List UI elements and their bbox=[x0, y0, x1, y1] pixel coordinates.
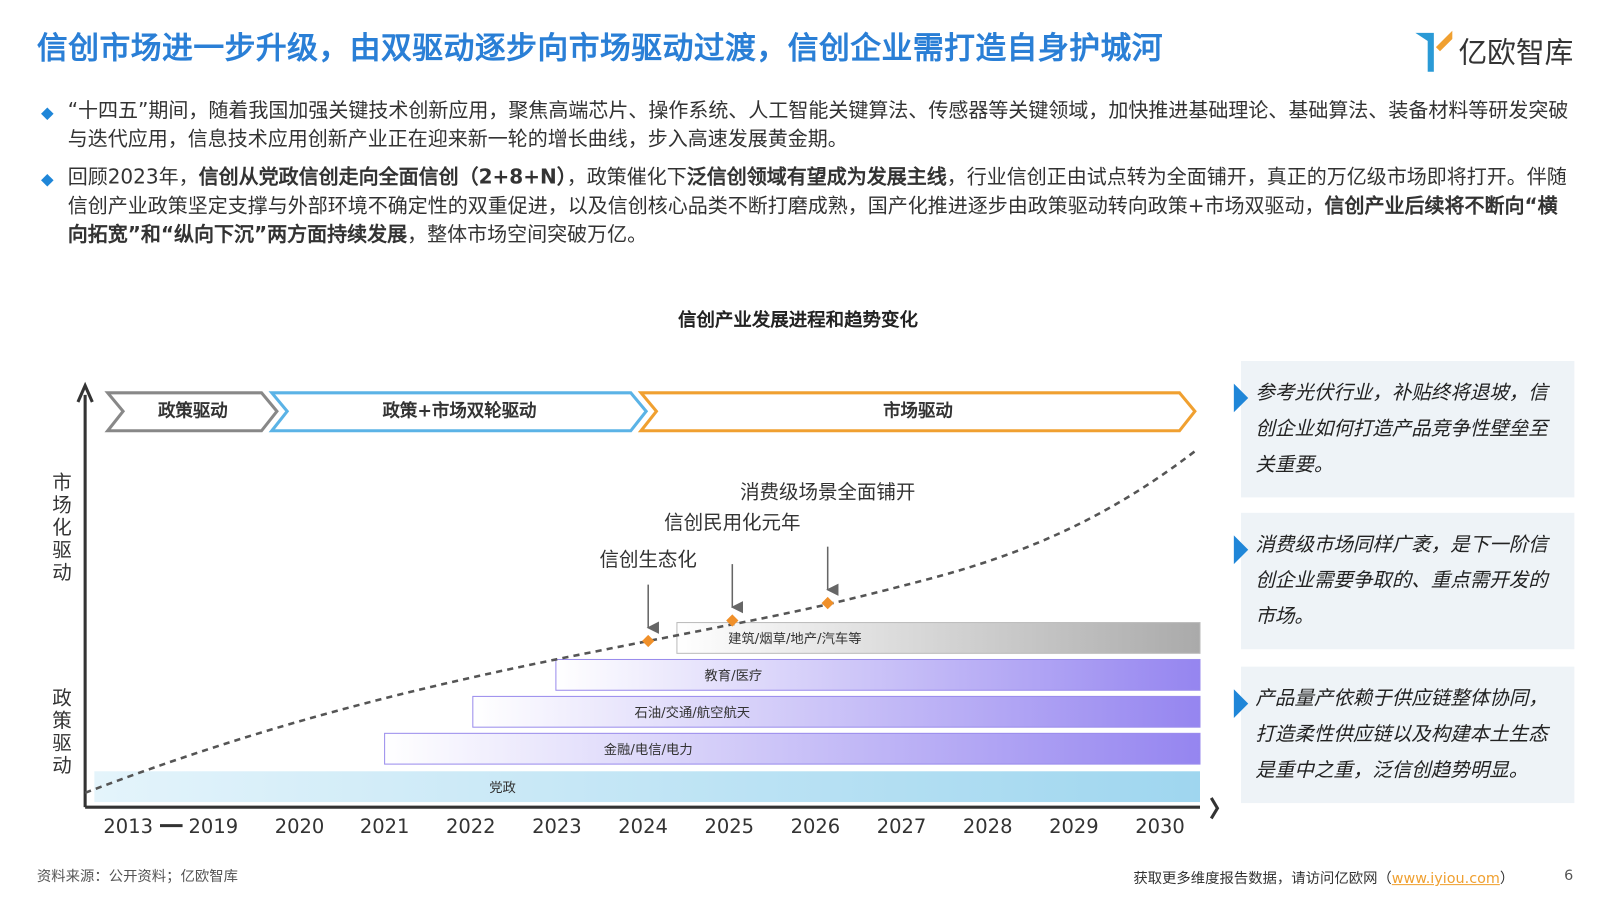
trend-curve bbox=[84, 450, 1196, 795]
y-axis-label: 市场化驱动 bbox=[49, 471, 72, 585]
x-label: 2028 bbox=[963, 815, 1013, 838]
diagram-title: 信创产业发展进程和趋势变化 bbox=[678, 309, 918, 331]
text-segment: 信创产业后续将不断向“横向拓宽”和“纵向下沉”两方面持续发展 bbox=[67, 193, 1558, 247]
y-axis-arrow bbox=[76, 381, 94, 403]
sector-label: 党政 bbox=[489, 780, 516, 796]
bullet-marker: ◆ bbox=[41, 169, 54, 189]
sector-bar bbox=[555, 658, 1201, 691]
sector-bar bbox=[676, 622, 1201, 654]
page-number: 6 bbox=[1564, 867, 1574, 885]
note-text: 消费级市场同样广袤，是下一阶信创企业需要争取的、重点需开发的市场。 bbox=[1255, 533, 1548, 628]
text-segment: ，政策催化下 bbox=[566, 165, 687, 189]
phase-arrow bbox=[104, 391, 279, 433]
logo-icon bbox=[1415, 30, 1453, 72]
note: 消费级市场同样广袤，是下一阶信创企业需要争取的、重点需开发的市场。 bbox=[1233, 512, 1575, 650]
bullet: ◆ 回顾2023年，信创从党政信创走向全面信创（2+8+N），政策催化下泛信创领域… bbox=[41, 163, 1574, 249]
note-text: 参考光伏行业，补贴终将退坡，信创企业如何打造产品竞争性壁垒至关重要。 bbox=[1255, 381, 1548, 476]
x-labels: 2013 2019 2020 2021 2022 2023 2024 2025 2026 2027… bbox=[103, 815, 1184, 838]
phase-label: 政策驱动 bbox=[158, 400, 228, 421]
logo-text: 亿欧智库 bbox=[1458, 35, 1574, 70]
x-label: 2026 bbox=[791, 815, 841, 838]
x-label: 2025 bbox=[704, 815, 754, 838]
sector-label: 建筑/烟草/地产/汽车等 bbox=[728, 630, 861, 647]
note-marker bbox=[1233, 535, 1249, 565]
x-label: 2021 bbox=[360, 815, 410, 838]
text-segment: ，整体市场空间突破万亿。 bbox=[407, 222, 648, 247]
milestone-label: 信创生态化 bbox=[600, 548, 697, 571]
note-marker bbox=[1233, 383, 1249, 413]
x-label: 2020 bbox=[275, 815, 325, 838]
note: 参考光伏行业，补贴终将退坡，信创企业如何打造产品竞争性壁垒至关重要。 bbox=[1233, 361, 1575, 498]
bullet-marker: ◆ bbox=[41, 102, 54, 123]
visit-text: 获取更多维度报告数据，请访问亿欧网（ bbox=[1133, 870, 1392, 888]
x-label: 2030 bbox=[1135, 815, 1185, 838]
text-segment: “十四五”期间，随着我国加强关键技术创新应用，聚焦高端芯片、操作系统、人工智能关… bbox=[67, 98, 1569, 151]
sector-bar bbox=[384, 732, 1201, 765]
phase-arrow bbox=[268, 391, 649, 433]
bullet: ◆ “十四五”期间，随着我国加强关键技术创新应用，聚焦高端芯片、操作系统、人工智能… bbox=[41, 96, 1574, 153]
milestone-label: 信创民用化元年 bbox=[664, 511, 800, 534]
text-segment: ，行业信创正由试点转为全面铺开，真正的万亿级市场即将打开。伴随信创产业政策坚定支… bbox=[67, 165, 1567, 218]
visit-note: 获取更多维度报告数据，请访问亿欧网（www.iyiou.com） bbox=[1133, 868, 1514, 889]
sector-label: 教育/医疗 bbox=[704, 668, 762, 684]
visit-text: ） bbox=[1499, 870, 1515, 888]
phase-label: 市场驱动 bbox=[883, 400, 953, 421]
text-segment: 回顾2023年， bbox=[67, 165, 199, 189]
sector-bar bbox=[472, 695, 1201, 728]
text-segment: 信创从党政信创走向全面信创（2+8+N） bbox=[198, 165, 567, 189]
milestone-dot bbox=[821, 596, 834, 610]
sector-bar bbox=[94, 771, 1200, 803]
y-axis-label: 政策驱动 bbox=[49, 687, 72, 778]
text-segment: 泛信创领域有望成为发展主线 bbox=[686, 165, 947, 189]
sector-label: 金融/电信/电力 bbox=[604, 742, 693, 758]
source: 资料来源：公开资料；亿欧智库 bbox=[36, 868, 238, 886]
phase-label: 政策+市场双轮驱动 bbox=[382, 400, 536, 421]
note-text: 产品量产依赖于供应链整体协同，打造柔性供应链以及构建本土生态是重中之重，泛信创趋… bbox=[1255, 687, 1548, 782]
x-axis-arrow bbox=[1209, 797, 1220, 820]
bullet-text: 回顾2023年，信创从党政信创走向全面信创（2+8+N），政策催化下泛信创领域有… bbox=[68, 165, 1567, 246]
milestone-label: 消费级场景全面铺开 bbox=[740, 480, 915, 503]
milestone-dot bbox=[642, 634, 655, 648]
x-label: 2022 bbox=[446, 815, 496, 838]
logo: 亿欧智库 bbox=[1413, 29, 1573, 74]
x-label: 2019 bbox=[189, 815, 239, 838]
x-label: 2029 bbox=[1049, 815, 1099, 838]
link[interactable]: www.iyiou.com bbox=[1391, 870, 1500, 888]
x-label: 2027 bbox=[877, 815, 927, 838]
x-label: 2013 bbox=[103, 815, 153, 838]
title: 信创市场进一步升级，由双驱动逐步向市场驱动过渡，信创企业需打造自身护城河 bbox=[36, 30, 1164, 67]
note: 产品量产依赖于供应链整体协同，打造柔性供应链以及构建本土生态是重中之重，泛信创趋… bbox=[1233, 666, 1575, 804]
x-label: 2024 bbox=[618, 815, 668, 838]
bullet-text: “十四五”期间，随着我国加强关键技术创新应用，聚焦高端芯片、操作系统、人工智能关… bbox=[68, 98, 1569, 150]
note-marker bbox=[1233, 689, 1249, 718]
x-label: 2023 bbox=[532, 815, 582, 838]
sector-label: 石油/交通/航空航天 bbox=[635, 704, 751, 721]
phase-arrow bbox=[637, 391, 1197, 433]
